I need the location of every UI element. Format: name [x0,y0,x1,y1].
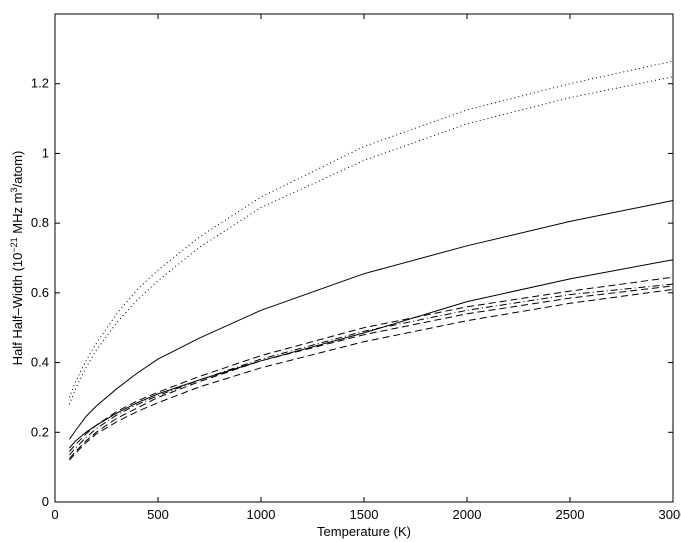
x-tick-label: 0 [51,507,58,522]
y-axis-label-sup1: −21 [9,237,19,252]
y-axis-label: Half Half–Width (10−21 MHz m3/atom) [9,151,25,366]
series-line-1 [68,60,674,398]
y-tick-label: 0.4 [31,355,49,370]
y-axis-label-prefix: Half Half–Width (10 [10,253,25,366]
plot-area [54,13,674,503]
y-tick-label: 1.2 [31,76,49,91]
y-axis: 0 0.2 0.4 0.6 0.8 1 1.2 [31,76,673,509]
series-line-4 [69,259,674,449]
series-line-6 [69,285,674,459]
x-tick-label: 500 [147,507,169,522]
series-line-3 [68,200,674,440]
y-tick-label: 0.8 [31,215,49,230]
x-tick-label: 1500 [350,507,379,522]
x-tick-label: 2500 [556,507,585,522]
y-tick-label: 1 [42,145,49,160]
series-line-8 [69,283,674,456]
y-tick-label: 0.2 [31,424,49,439]
x-tick-label: 1000 [247,507,276,522]
series-line-2 [68,76,674,405]
series-line-5 [69,276,674,452]
series-lines [68,60,674,461]
y-axis-label-sup2: 3 [9,188,19,193]
y-axis-label-suffix: /atom) [10,151,25,188]
y-tick-label: 0 [42,494,49,509]
y-axis-label-middle: MHz m [10,193,25,238]
x-tick-label: 2000 [453,507,482,522]
y-tick-label: 0.6 [31,285,49,300]
x-axis-label: Temperature (K) [317,524,411,539]
series-line-7 [69,288,674,461]
